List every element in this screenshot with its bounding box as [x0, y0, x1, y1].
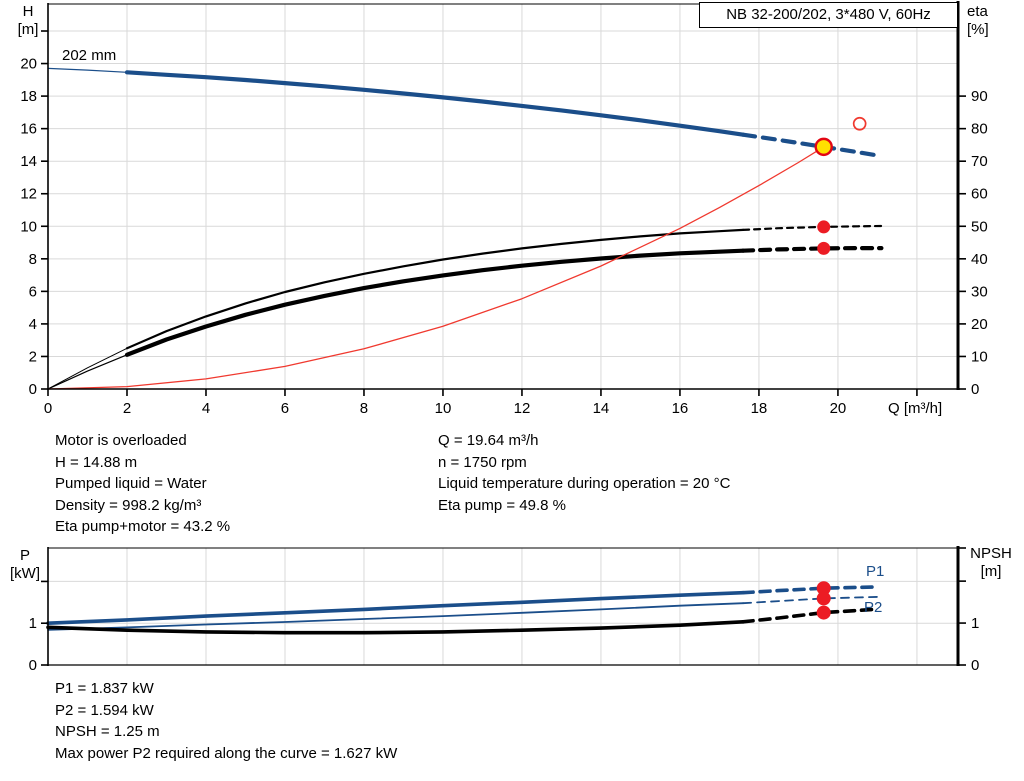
eta-pump-motor-curve-lead [47, 354, 128, 390]
results-panel: P1 = 1.837 kW P2 = 1.594 kW NPSH = 1.25 … [55, 678, 397, 764]
eta-pump-motor-curve [124, 248, 746, 357]
H-tick-label: 10 [20, 218, 37, 235]
Q-tick-label: 2 [123, 400, 131, 417]
head-curve-extrapolated [740, 132, 884, 159]
info-line: Motor is overloaded [55, 432, 187, 449]
eta-tick-label: 30 [971, 283, 988, 300]
eta-tick-label: 40 [971, 251, 988, 268]
npsh-curve [46, 619, 745, 635]
head-curve-202mm-lead [47, 67, 128, 73]
Q-tick-label: 10 [435, 400, 452, 417]
H-tick-label: 18 [20, 88, 37, 105]
system-curve [47, 146, 825, 390]
Q-tick-label: 8 [360, 400, 368, 417]
H-tick-label: 14 [20, 153, 37, 170]
Q-tick-label: 0 [44, 400, 52, 417]
Q-tick-label: 14 [593, 400, 610, 417]
gridlines [48, 548, 958, 665]
eta-pump-curve [125, 228, 745, 350]
H-tick-label: 4 [29, 316, 37, 333]
info-line: Eta pump+motor = 43.2 % [55, 518, 231, 535]
Q-tick-label: 6 [281, 400, 289, 417]
NPSH-tick-label: 1 [971, 615, 979, 632]
impeller-diameter-label: 202 mm [62, 47, 117, 64]
pump-title: NB 32-200/202, 3*480 V, 60Hz [726, 6, 931, 23]
gridlines [48, 4, 958, 389]
H-tick-label: 16 [20, 121, 37, 138]
Q-tick-label: 4 [202, 400, 210, 417]
duty-info-right: Q = 19.64 m³/h n = 1750 rpm Liquid tempe… [438, 430, 730, 516]
p2-curve-extrapolated [742, 596, 879, 605]
Q-tick-label: 18 [751, 400, 768, 417]
p1-curve-extrapolated [741, 585, 880, 595]
eta-tick-label: 0 [971, 381, 979, 398]
q-axis-title: Q [m³/h] [888, 400, 943, 417]
info-line: n = 1750 rpm [438, 453, 527, 471]
result-line: Max power P2 required along the curve = … [55, 744, 398, 762]
p2-point [816, 591, 831, 606]
power-npsh-chart[interactable]: 0 1 0 1 [29, 547, 980, 674]
eta-axis-title: eta [%] [967, 3, 989, 38]
eta-pump-motor-point [817, 241, 831, 255]
eta-pump-point [817, 220, 831, 234]
Q-tick-label: 16 [672, 400, 689, 417]
pump-title-box: NB 32-200/202, 3*480 V, 60Hz [699, 2, 958, 28]
info-line: Q = 19.64 m³/h [438, 432, 539, 449]
p-axis-title: P [kW] [10, 547, 40, 582]
duty-point-marker[interactable] [814, 137, 833, 157]
requested-duty-ring [852, 116, 867, 131]
H-tick-label: 6 [29, 283, 37, 300]
duty-info-left: Motor is overloaded H = 14.88 m Pumped l… [55, 430, 230, 538]
p2-curve-label: P2 [864, 599, 883, 616]
Q-tick-label: 20 [830, 400, 847, 417]
eta-tick-label: 90 [971, 88, 988, 105]
eta-tick-label: 10 [971, 348, 988, 365]
eta-tick-label: 50 [971, 218, 988, 235]
result-line: P2 = 1.594 kW [55, 701, 154, 719]
Q-tick-label: 12 [514, 400, 531, 417]
p1-point [816, 581, 831, 596]
P-tick-label: 1 [29, 615, 37, 632]
qh-chart[interactable]: 0 2 4 6 8 10 12 14 16 18 20 0 2 4 6 8 10 12 14 16 18 20 0 10 20 3… [20, 4, 988, 417]
qh-chart-axes [47, 1, 960, 390]
info-line: H = 14.88 m [55, 453, 138, 471]
info-line: Eta pump = 49.8 % [438, 496, 566, 514]
eta-tick-label: 80 [971, 121, 988, 138]
info-line: Pumped liquid = Water [55, 475, 207, 492]
H-tick-label: 0 [29, 381, 37, 398]
p2-curve [47, 602, 744, 631]
p1-curve-label: P1 [866, 563, 885, 580]
p1-curve [46, 590, 745, 626]
eta-tick-label: 60 [971, 186, 988, 203]
H-tick-label: 20 [20, 56, 37, 73]
NPSH-tick-label: 0 [971, 657, 979, 674]
H-tick-label: 12 [20, 186, 37, 203]
H-tick-label: 8 [29, 251, 37, 268]
eta-pump-curve-lead [47, 347, 128, 390]
info-line: Density = 998.2 kg/m³ [55, 496, 202, 514]
h-axis-title: H [m] [17, 3, 39, 38]
eta-tick-label: 20 [971, 316, 988, 333]
eta-pump-motor-curve-extrapolated [740, 246, 884, 253]
info-line: Liquid temperature during operation = 20… [438, 475, 731, 492]
npsh-axis-title: NPSH [m] [970, 545, 1012, 580]
npsh-point [816, 605, 831, 620]
result-line: P1 = 1.837 kW [55, 680, 154, 697]
power-chart-axes [47, 546, 960, 666]
P-tick-label: 0 [29, 657, 37, 674]
eta-tick-label: 70 [971, 153, 988, 170]
head-curve-202mm [124, 70, 746, 137]
result-line: NPSH = 1.25 m [55, 723, 160, 740]
npsh-curve-extrapolated [741, 607, 880, 624]
H-tick-label: 2 [29, 348, 37, 365]
